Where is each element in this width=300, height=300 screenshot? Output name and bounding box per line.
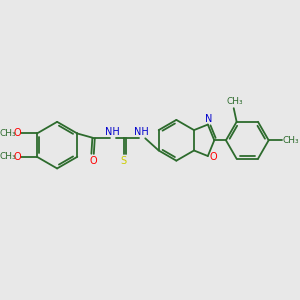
Text: O: O xyxy=(210,152,218,162)
Text: NH: NH xyxy=(105,127,120,136)
Text: CH₃: CH₃ xyxy=(0,129,16,138)
Text: NH: NH xyxy=(134,127,149,136)
Text: CH₃: CH₃ xyxy=(226,97,243,106)
Text: CH₃: CH₃ xyxy=(0,152,16,161)
Text: N: N xyxy=(205,114,212,124)
Text: O: O xyxy=(14,128,21,139)
Text: CH₃: CH₃ xyxy=(283,136,299,145)
Text: O: O xyxy=(14,152,21,162)
Text: O: O xyxy=(90,156,98,166)
Text: S: S xyxy=(121,156,127,166)
